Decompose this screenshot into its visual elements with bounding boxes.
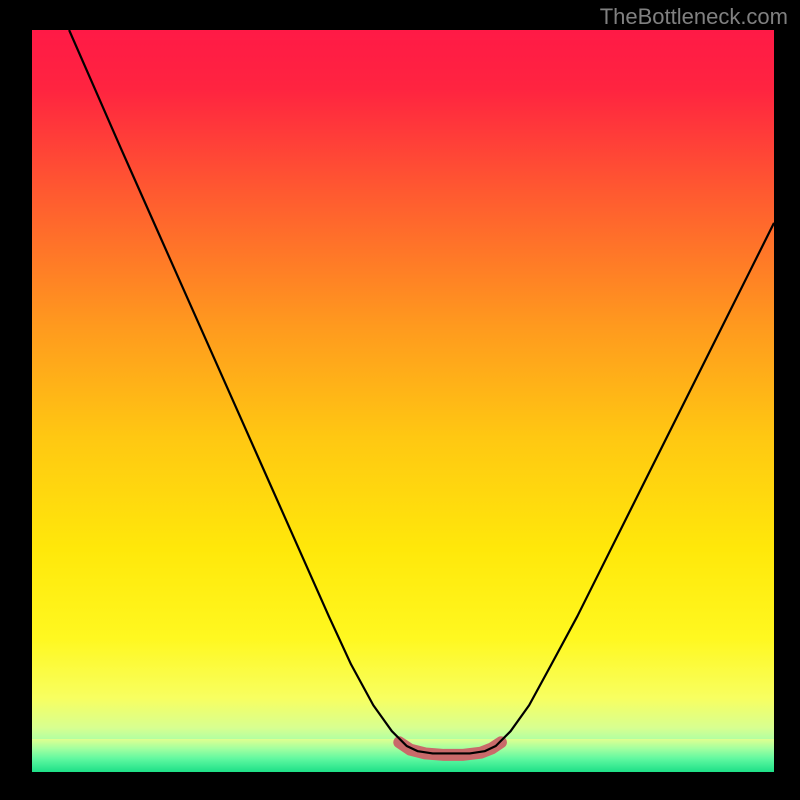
curve-layer xyxy=(32,30,774,772)
bottleneck-curve xyxy=(69,30,774,753)
watermark-text: TheBottleneck.com xyxy=(600,4,788,30)
chart-container: TheBottleneck.com xyxy=(0,0,800,800)
plot-area xyxy=(32,30,774,772)
